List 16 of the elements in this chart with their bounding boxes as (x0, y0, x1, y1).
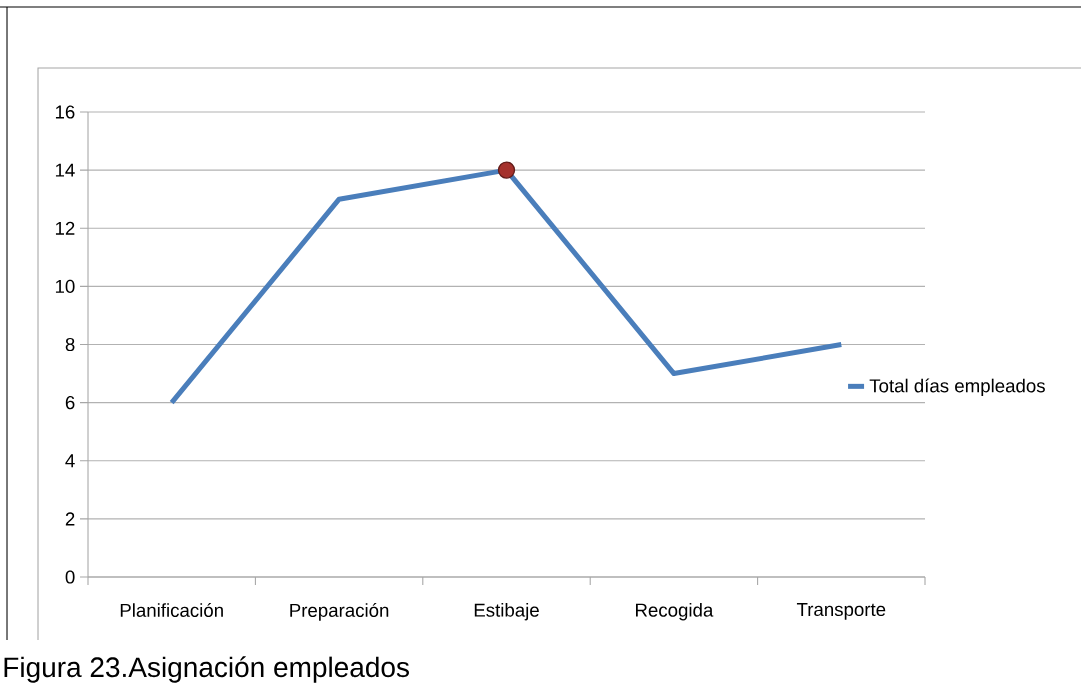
x-tick-label: Transporte (796, 603, 886, 620)
y-tick-label: 0 (65, 570, 75, 584)
x-tick-label: Estibaje (474, 603, 539, 621)
y-tick-label: 8 (65, 337, 75, 352)
y-tick-label: 16 (55, 105, 75, 119)
y-tick-label: 14 (55, 163, 75, 177)
text: Figura 23.Asignación empleados (4, 656, 409, 683)
legend-label: Total días empleados (869, 378, 1045, 397)
x-tick-label: Preparación (290, 603, 389, 621)
y-tick-label: 4 (65, 454, 75, 468)
x-tick-label: Recogida (636, 603, 714, 621)
y-tick-label: 10 (55, 279, 75, 293)
y-tick-label: 12 (55, 221, 75, 235)
y-tick-label: 6 (65, 396, 75, 410)
x-tick-label: Planificación (120, 603, 223, 617)
y-tick-label: 2 (65, 512, 75, 526)
